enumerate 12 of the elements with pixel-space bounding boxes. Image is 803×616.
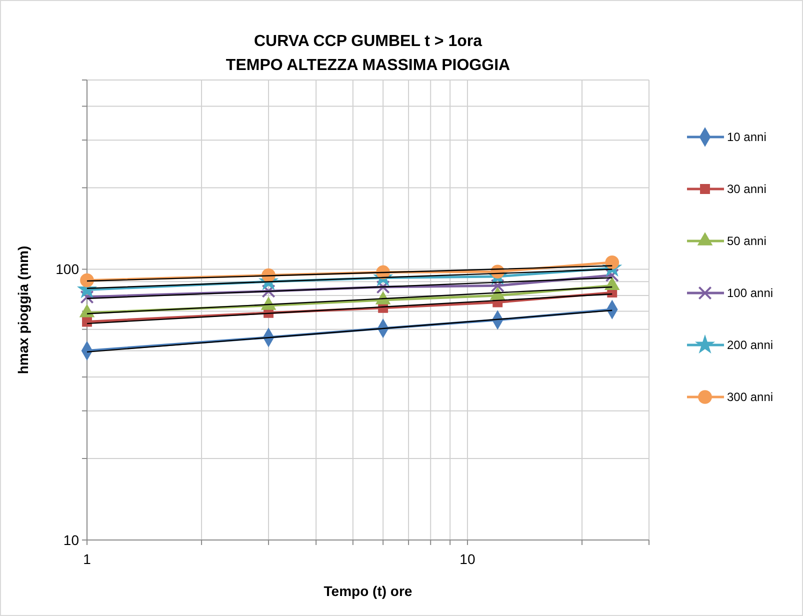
chart-title: CURVA CCP GUMBEL t > 1ora	[254, 33, 482, 50]
y-axis-title: hmax pioggia (mm)	[15, 246, 31, 374]
legend-label: 50 anni	[727, 234, 766, 248]
chart-subtitle: TEMPO ALTEZZA MASSIMA PIOGGIA	[226, 57, 511, 74]
legend-label: 10 anni	[727, 130, 766, 144]
x-tick-label: 1	[83, 551, 92, 567]
legend-label: 200 anni	[727, 338, 774, 352]
legend-label: 100 anni	[727, 286, 774, 300]
legend-label: 30 anni	[727, 182, 766, 196]
x-axis-title: Tempo (t) ore	[324, 583, 412, 599]
legend-label: 300 anni	[727, 390, 774, 404]
y-tick-label: 100	[56, 261, 80, 278]
